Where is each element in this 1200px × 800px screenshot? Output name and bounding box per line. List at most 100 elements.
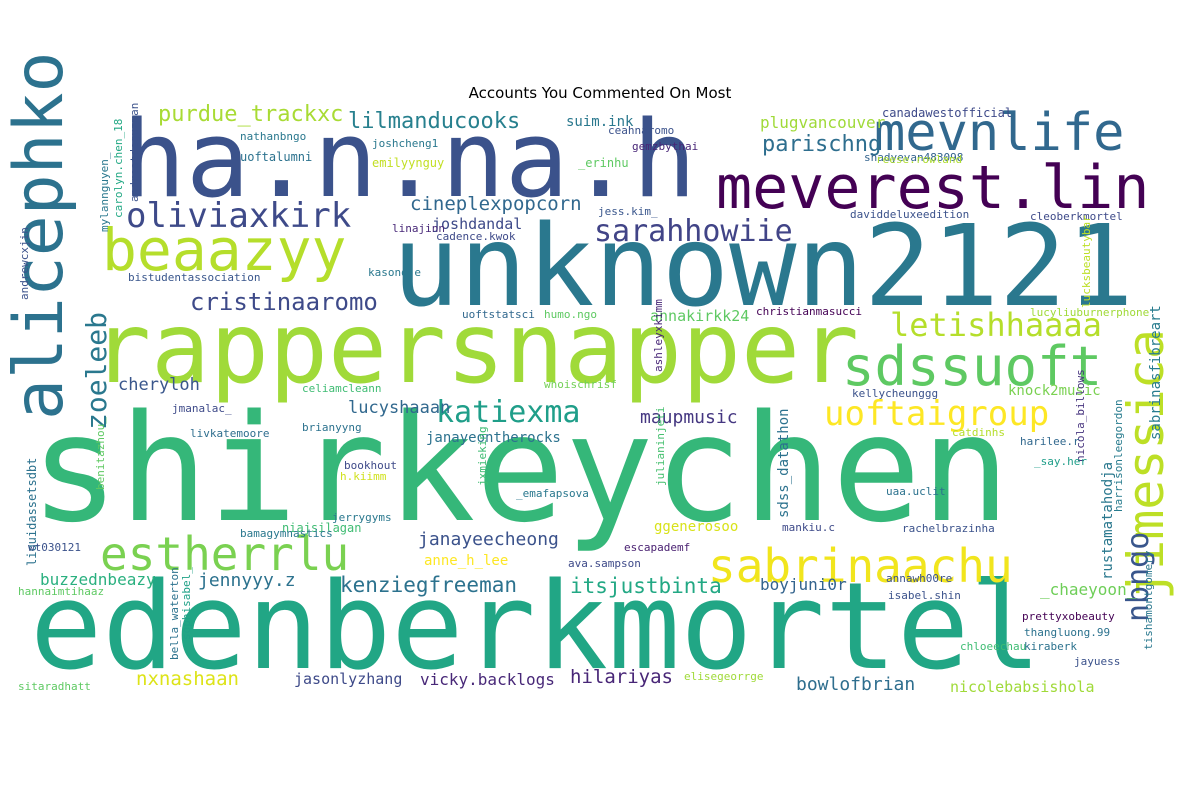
word-nathanbngo: nathanbngo bbox=[240, 130, 306, 143]
word-anne-h-lee: anne_h_lee bbox=[424, 553, 508, 569]
word-bookhout: bookhout bbox=[344, 459, 397, 472]
word-katiexma: katiexma bbox=[436, 395, 581, 430]
word-jasonlyzhang: jasonlyzhang bbox=[294, 670, 402, 688]
word-uoftalumni: uoftalumni bbox=[240, 150, 312, 164]
word-carolyn-chen-18: carolyn.chen_18 bbox=[112, 119, 125, 218]
word-escapademf: escapademf bbox=[624, 541, 690, 554]
word-zoeleeb: zoeleeb bbox=[80, 312, 113, 430]
word-erinhu: _erinhu bbox=[578, 156, 629, 170]
word-daviddeluxeedition: daviddeluxeedition bbox=[850, 208, 969, 221]
word-bowlofbrian: bowlofbrian bbox=[796, 674, 915, 695]
word-bamagymnastics: bamagymnastics bbox=[240, 527, 333, 540]
word-joshdandal: joshdandal bbox=[432, 215, 522, 233]
word-say-her: _say.her bbox=[1034, 455, 1087, 468]
word-joshcheng1: joshcheng1 bbox=[372, 137, 438, 150]
word-nicola-billows: nicola_billows bbox=[1074, 369, 1087, 462]
word-unknown2121: unknown2121 bbox=[392, 202, 1134, 332]
word-rustamatahodja: rustamatahodja bbox=[1100, 462, 1116, 580]
word-chloeechau: chloeechau bbox=[960, 640, 1026, 653]
word-brianyyng: brianyyng bbox=[302, 421, 362, 434]
word-canadawestofficial: canadawestofficial bbox=[882, 106, 1012, 120]
word-bistudentassociation: bistudentassociation bbox=[128, 271, 260, 284]
word-cristinaaromo: cristinaaromo bbox=[190, 288, 378, 316]
word-jerrygyms: jerrygyms bbox=[332, 511, 392, 524]
word-jess-kim: jess.kim_ bbox=[598, 205, 658, 218]
word-mevnlife: mevnlife bbox=[874, 103, 1124, 163]
word-sdssuoft: sdssuoft bbox=[842, 335, 1102, 398]
word-ashleyxkimm: ashleyxkimm bbox=[652, 299, 665, 372]
word-thangluong-99: thangluong.99 bbox=[1024, 626, 1110, 639]
word-emafapsova: _emafapsova bbox=[516, 487, 589, 500]
word-isabel-shin: isabel.shin bbox=[888, 589, 961, 602]
word-lilmanducooks: lilmanducooks bbox=[348, 109, 520, 134]
word-lucyshaaan: lucyshaaan bbox=[348, 398, 450, 418]
word-niajsilagan: niajsilagan bbox=[282, 521, 361, 535]
word-whoischrisf: whoischrisf bbox=[544, 378, 617, 391]
word-edenberkmortel: edenberkmortel bbox=[30, 558, 1041, 697]
word-gemzbythai: gemzbythai bbox=[632, 140, 698, 153]
word-catdinhs: catdinhs bbox=[952, 426, 1005, 439]
word-harilee-r: harilee.r bbox=[1020, 435, 1080, 448]
word-kenziegfreeman: kenziegfreeman bbox=[340, 573, 517, 597]
word-suim-ink: suim.ink bbox=[566, 114, 634, 130]
word-annakirkk24: annakirkk24 bbox=[650, 307, 749, 325]
word-beaazyy: beaazyy bbox=[102, 216, 346, 284]
word-sabrinasfibreart: sabrinasfibreart bbox=[1148, 305, 1164, 440]
word-prettyxobeauty: prettyxobeauty bbox=[1022, 610, 1115, 623]
word-letishhaaaa: letishhaaaa bbox=[890, 306, 1102, 344]
word-purdue-trackxc: purdue_trackxc bbox=[158, 102, 343, 127]
word-buzzednbeazy: buzzednbeazy bbox=[40, 570, 156, 589]
word-jimessica: jimessica bbox=[1117, 329, 1175, 600]
word-elisegeorrge: elisegeorrge bbox=[684, 670, 763, 683]
word-hilariyas: hilariyas bbox=[570, 666, 673, 688]
word-nxnashaan: nxnashaan bbox=[136, 668, 239, 690]
word-parischng: parischng bbox=[762, 132, 881, 157]
word-cadence-kwok: cadence.kwok bbox=[436, 230, 516, 243]
word-mankiu-c: mankiu.c bbox=[782, 521, 835, 534]
word-rachelbrazinha: rachelbrazinha bbox=[902, 522, 995, 535]
word-andrewcxjin: andrewcxjin bbox=[18, 227, 31, 300]
word-annawh00re: annawh00re bbox=[886, 572, 952, 585]
word-estherrlu: estherrlu bbox=[100, 527, 349, 581]
word-uoftaigroup: uoftaigroup bbox=[824, 394, 1049, 434]
word-ggenerosoo: ggenerosoo bbox=[654, 519, 738, 535]
word-kiraberk: kiraberk bbox=[1024, 640, 1077, 653]
word-chaeyoon: _chaeyoon_ bbox=[1040, 580, 1137, 599]
word-uaa-uclit: uaa.uclit bbox=[886, 485, 946, 498]
word-knock2music: knock2music bbox=[1008, 383, 1101, 399]
word-christianmasucci: christianmasucci bbox=[756, 305, 862, 318]
word-nicolebabsishola: nicolebabsishola bbox=[950, 678, 1095, 696]
word-sitaradhatt: sitaradhatt bbox=[18, 680, 91, 693]
word-livkatemoore: livkatemoore bbox=[190, 427, 269, 440]
word-meverest-lin: meverest.lin bbox=[716, 153, 1149, 223]
word-bella-waterton: bella_waterton bbox=[168, 567, 181, 660]
word-maupmusic: maupmusic bbox=[640, 407, 738, 428]
word-reese-rowland: reese.rowland bbox=[876, 153, 962, 166]
word-shadyevan483098: shadyevan483098 bbox=[864, 151, 963, 164]
word-tishamontgomery: tishamontgomery bbox=[1142, 550, 1155, 650]
word-cleoberkmortel: cleoberkmortel bbox=[1030, 210, 1123, 223]
word-kellycheunggg: kellycheunggg bbox=[852, 387, 938, 400]
word-harrisonleegordon: harrisonleegordon bbox=[1112, 399, 1125, 512]
word-ava-sampson: ava.sampson bbox=[568, 557, 641, 570]
word-benitazhou: benitazhou_ bbox=[94, 417, 107, 490]
word-jmanalac: jmanalac_ bbox=[172, 402, 232, 415]
word-h-kiimm: h.kiimm bbox=[340, 470, 387, 483]
word-linajinn: linajinn bbox=[392, 222, 445, 235]
word-ceahnaromo: ceahnaromo bbox=[608, 124, 674, 137]
word-plugvancouver: plugvancouver bbox=[760, 113, 886, 132]
word-vicky-backlogs: vicky.backlogs bbox=[420, 670, 555, 689]
word-emilyynguy: emilyynguy bbox=[372, 156, 444, 170]
word-lucyliuburnerphone: lucyliuburnerphone bbox=[1030, 306, 1149, 319]
word-sabrinaachu: sabrinaachu bbox=[708, 539, 1013, 593]
word-uoftstatsci: uoftstatsci bbox=[462, 308, 535, 321]
word-cheryloh: cheryloh bbox=[118, 375, 200, 395]
word-nbngo: nbngo bbox=[1121, 532, 1156, 622]
word-rappersnapper: rappersnapper bbox=[92, 292, 859, 406]
word-humo-ngo: humo.ngo bbox=[544, 308, 597, 321]
word-cineplexpopcorn: cineplexpopcorn bbox=[410, 193, 582, 215]
word-itsjustbinta: itsjustbinta bbox=[570, 574, 722, 598]
word-oliviaxkirk: oliviaxkirk bbox=[126, 196, 351, 236]
word-jxmieking: jxmieking bbox=[476, 426, 489, 486]
